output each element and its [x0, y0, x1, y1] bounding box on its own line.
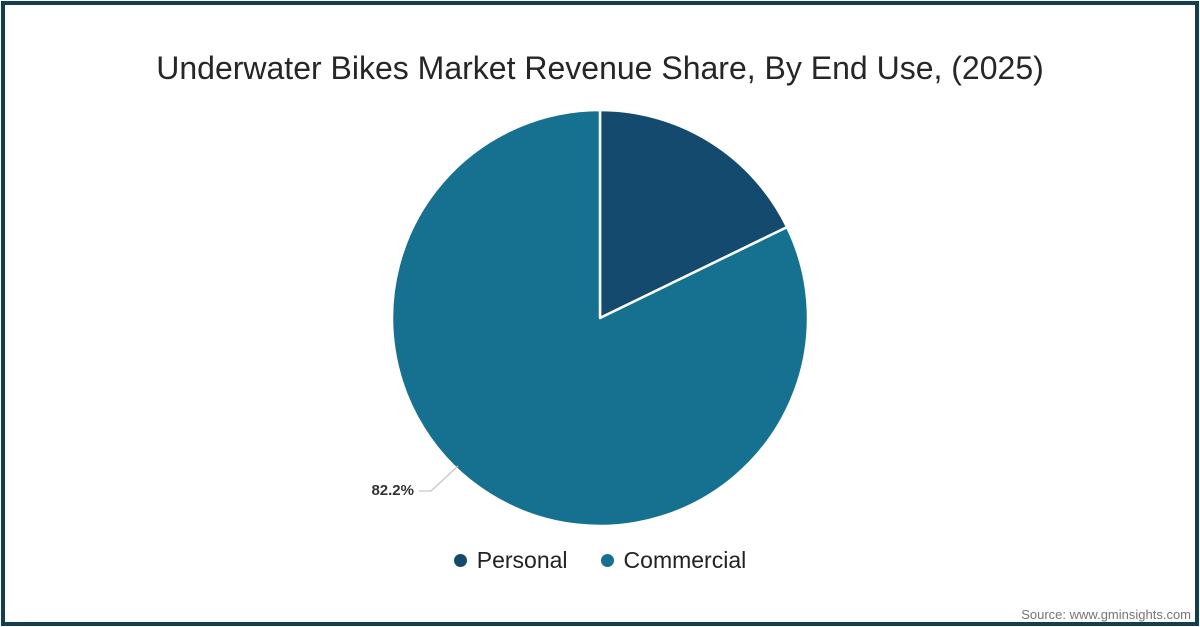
percent-label: 82.2% — [371, 482, 414, 499]
pie-slices — [390, 108, 810, 528]
legend: Personal Commercial — [0, 547, 1200, 574]
chart-title: Underwater Bikes Market Revenue Share, B… — [156, 50, 1044, 86]
pie-slice-personal — [598, 108, 789, 320]
legend-label-commercial: Commercial — [623, 547, 747, 573]
legend-item-commercial: Commercial — [600, 547, 747, 574]
legend-dot-personal-icon — [453, 554, 467, 567]
source-note: Source: www.gminsights.com — [1021, 607, 1191, 622]
pie-slice-commercial — [390, 108, 810, 528]
legend-item-personal: Personal — [453, 547, 568, 574]
legend-dot-commercial-icon — [600, 554, 614, 567]
label-leader-line — [419, 465, 459, 492]
legend-label-personal: Personal — [476, 547, 568, 573]
